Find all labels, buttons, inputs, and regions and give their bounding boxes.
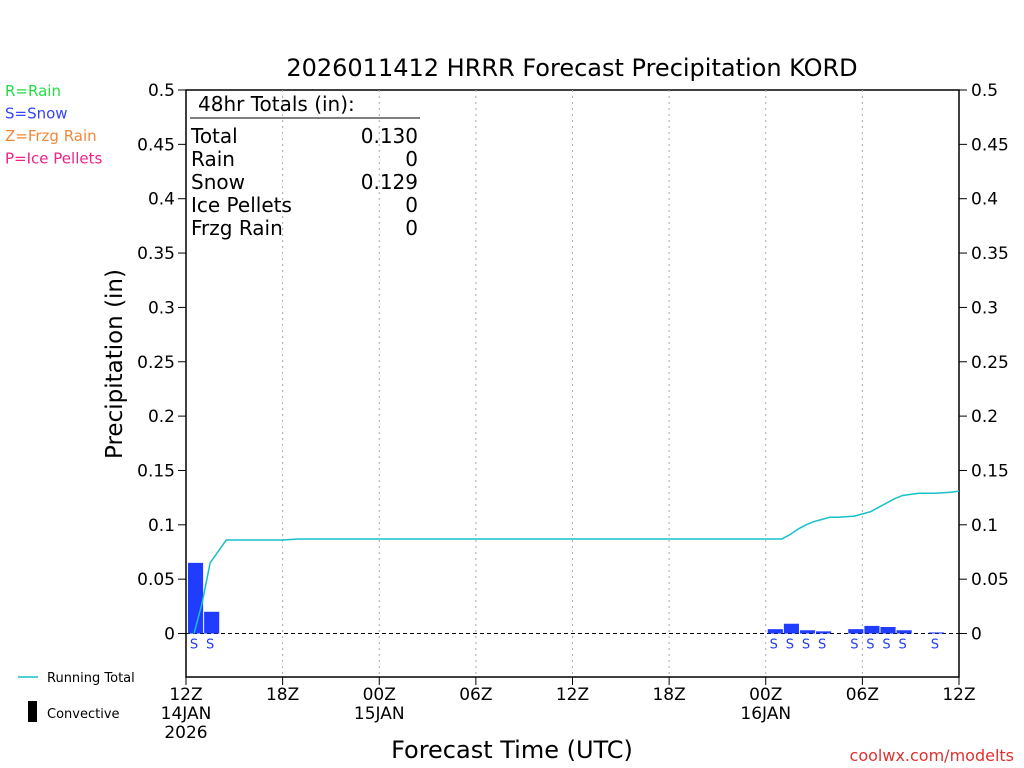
precip-bar xyxy=(783,623,799,634)
precip-bar xyxy=(204,611,220,634)
totals-row-value: 0 xyxy=(405,147,418,171)
x-tick-label: 00Z xyxy=(363,685,396,705)
precip-bar xyxy=(816,631,832,634)
y-tick-label: 0.4 xyxy=(148,190,175,210)
ptype-legend-item: S=Snow xyxy=(5,105,68,123)
x-tick-label: 06Z xyxy=(459,685,492,705)
y-tick-label: 0.25 xyxy=(137,353,175,373)
ptype-legend-item: R=Rain xyxy=(5,82,61,100)
precip-bar xyxy=(188,562,204,634)
x-tick-sublabel: 14JAN xyxy=(161,704,212,724)
totals-row-label: Ice Pellets xyxy=(191,193,292,217)
x-tick-label: 12Z xyxy=(942,685,975,705)
y-tick-label: 0.1 xyxy=(148,516,175,536)
x-tick-sublabel: 15JAN xyxy=(354,704,405,724)
y-tick-label-right: 0.35 xyxy=(971,244,1009,264)
ptype-mark: S xyxy=(190,638,198,653)
totals-row-label: Snow xyxy=(191,170,245,194)
y-tick-label-right: 0.1 xyxy=(971,516,998,536)
ptype-mark: S xyxy=(802,638,810,653)
totals-row-value: 0.129 xyxy=(361,170,418,194)
bottom-legend-label: Convective xyxy=(47,707,120,722)
x-tick-sublabel: 2026 xyxy=(164,723,207,743)
y-tick-label-right: 0.2 xyxy=(971,407,998,427)
y-tick-label: 0 xyxy=(164,625,175,645)
x-tick-label: 18Z xyxy=(266,685,299,705)
x-axis-label: Forecast Time (UTC) xyxy=(391,736,633,764)
ptype-legend-item: Z=Frzg Rain xyxy=(5,127,97,145)
totals-row-label: Frzg Rain xyxy=(191,216,283,240)
totals-row-value: 0.130 xyxy=(361,124,418,148)
y-tick-label-right: 0.25 xyxy=(971,353,1009,373)
x-tick-label: 12Z xyxy=(169,685,202,705)
precip-bar xyxy=(928,632,944,634)
y-tick-label: 0.45 xyxy=(137,135,175,155)
y-ticks-left: 0 0.05 0.1 0.15 0.2 0.25 0.3 0.35 0.4 0.45 0.5 xyxy=(137,81,186,645)
x-tick-sublabel: 16JAN xyxy=(740,704,791,724)
precip-bar xyxy=(880,626,896,634)
x-tick-label: 18Z xyxy=(652,685,685,705)
running-total-line xyxy=(193,490,960,634)
ptype-mark: S xyxy=(899,638,907,653)
y-tick-label: 0.35 xyxy=(137,244,175,264)
x-tick-label: 00Z xyxy=(749,685,782,705)
y-tick-label-right: 0.5 xyxy=(971,81,998,101)
credit-text: coolwx.com/modelts xyxy=(850,746,1014,765)
precip-bar xyxy=(864,625,880,634)
totals-row-value: 0 xyxy=(405,216,418,240)
y-tick-label: 0.15 xyxy=(137,461,175,481)
totals-row-label: Total xyxy=(190,124,238,148)
y-tick-label: 0.05 xyxy=(137,570,175,590)
y-tick-label: 0.3 xyxy=(148,298,175,318)
y-tick-label-right: 0 xyxy=(971,625,982,645)
ptype-mark: S xyxy=(850,638,858,653)
ptype-mark: S xyxy=(206,638,214,653)
ptype-mark: S xyxy=(786,638,794,653)
ptype-mark: S xyxy=(882,638,890,653)
precip-bars xyxy=(188,562,944,634)
ptype-mark: S xyxy=(770,638,778,653)
bottom-legend: Running Total Convective xyxy=(18,671,135,722)
ptype-mark: S xyxy=(931,638,939,653)
ptype-legend: R=Rain S=Snow Z=Frzg Rain P=Ice Pellets xyxy=(5,82,102,168)
chart-title: 2026011412 HRRR Forecast Precipitation K… xyxy=(286,54,857,82)
y-tick-label-right: 0.05 xyxy=(971,570,1009,590)
ptype-mark: S xyxy=(866,638,874,653)
convective-legend-swatch xyxy=(28,701,37,722)
precip-bar xyxy=(799,630,816,634)
y-tick-label: 0.2 xyxy=(148,407,175,427)
totals-rows: Total 0.130 Rain 0 Snow 0.129 Ice Pellets 0 Frzg… xyxy=(190,124,418,240)
y-ticks-right: 0 0.05 0.1 0.15 0.2 0.25 0.3 0.35 0.4 0.45 0.5 xyxy=(959,81,1009,645)
y-axis-label: Precipitation (in) xyxy=(102,269,128,459)
x-tick-label: 06Z xyxy=(846,685,879,705)
y-tick-label: 0.5 xyxy=(148,81,175,101)
totals-header: 48hr Totals (in): xyxy=(198,92,355,116)
precip-bar xyxy=(848,629,864,634)
y-tick-label-right: 0.45 xyxy=(971,135,1009,155)
bottom-legend-label: Running Total xyxy=(47,671,135,686)
precip-bar xyxy=(767,629,783,634)
gridlines xyxy=(282,90,863,677)
y-tick-label-right: 0.3 xyxy=(971,298,998,318)
totals-box: 48hr Totals (in): Total 0.130 Rain 0 Snow 0.1… xyxy=(190,92,420,240)
ptype-legend-item: P=Ice Pellets xyxy=(5,150,102,168)
ptype-mark: S xyxy=(818,638,826,653)
totals-row-label: Rain xyxy=(191,147,235,171)
precip-bar xyxy=(896,630,912,634)
totals-row-value: 0 xyxy=(405,193,418,217)
y-tick-label-right: 0.15 xyxy=(971,461,1009,481)
x-tick-label: 12Z xyxy=(556,685,589,705)
y-tick-label-right: 0.4 xyxy=(971,190,998,210)
